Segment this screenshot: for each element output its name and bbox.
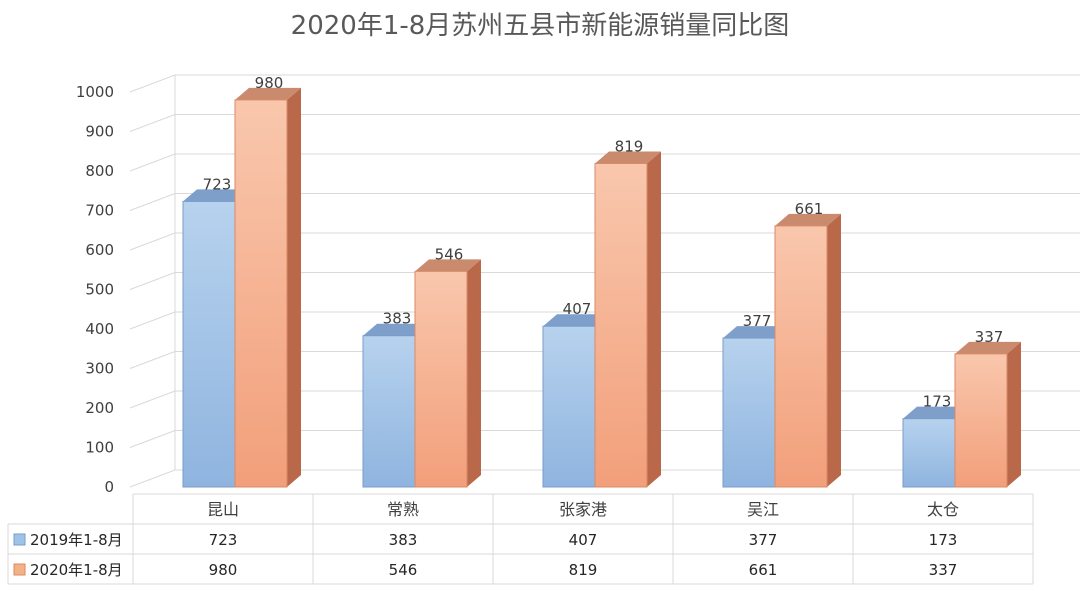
legend-series-name: 2019年1-8月	[30, 531, 123, 549]
y-axis-ticks: 0 100 200 300 400 500 600 700 800 900 1000	[76, 83, 114, 496]
bar-front	[902, 418, 956, 488]
x-category-label: 张家港	[559, 500, 607, 519]
bar-side	[647, 151, 661, 487]
bar-side	[287, 87, 301, 488]
table-cell: 337	[929, 561, 958, 579]
table-cell: 407	[569, 531, 598, 549]
bar-top	[363, 323, 429, 336]
bar-front	[182, 200, 236, 488]
table-cell: 723	[209, 531, 238, 549]
bar-side	[1007, 341, 1021, 487]
bar	[774, 213, 841, 488]
y-tick-label: 300	[85, 360, 114, 378]
bar	[954, 341, 1021, 488]
data-label: 980	[255, 74, 284, 92]
data-table: 昆山 常熟 张家港 吴江 太仓 2019年1-8月 723 383 407 377 173 2020年…	[7, 493, 1034, 585]
data-label: 383	[383, 310, 412, 328]
y-tick-label: 800	[85, 162, 114, 180]
bar-front	[594, 162, 648, 488]
table-cell: 173	[929, 531, 958, 549]
bar-top	[775, 213, 841, 226]
table-cell: 377	[749, 531, 778, 549]
chart-title: 2020年1-8月苏州五县市新能源销量同比图	[291, 11, 790, 41]
bar-top	[235, 87, 301, 100]
table-cell: 383	[389, 531, 418, 549]
y-tick-label: 500	[85, 281, 114, 299]
bar	[234, 87, 301, 488]
legend-series-name: 2020年1-8月	[30, 561, 123, 579]
bar-top	[183, 189, 249, 202]
x-category-label: 吴江	[747, 500, 779, 519]
data-label: 337	[975, 328, 1004, 346]
data-label: 173	[923, 393, 952, 411]
bar-top	[595, 151, 661, 164]
data-label: 546	[435, 245, 464, 263]
bar-top	[543, 314, 609, 327]
bar-front	[954, 353, 1008, 488]
bar-front	[414, 270, 468, 488]
table-cell: 546	[389, 561, 418, 579]
y-tick-label: 700	[85, 202, 114, 220]
bar-side	[827, 213, 841, 487]
y-tick-label: 600	[85, 241, 114, 259]
x-category-label: 太仓	[927, 500, 959, 519]
x-category-label: 昆山	[207, 500, 239, 519]
bar-front	[362, 335, 416, 488]
table-cell: 819	[569, 561, 598, 579]
y-tick-label: 200	[85, 399, 114, 417]
data-label: 819	[615, 137, 644, 155]
data-label: 723	[203, 175, 232, 193]
bars	[182, 87, 1021, 488]
bar-front	[774, 225, 828, 488]
bar-top	[903, 406, 969, 419]
grid	[129, 74, 1080, 488]
x-category-label: 常熟	[387, 500, 419, 519]
y-tick-label: 0	[104, 478, 114, 496]
y-tick-label: 1000	[76, 83, 114, 101]
y-tick-label: 900	[85, 123, 114, 141]
data-label: 377	[743, 312, 772, 330]
y-tick-label: 400	[85, 320, 114, 338]
bar-front	[542, 325, 596, 488]
data-label: 661	[795, 200, 824, 218]
bar-front	[234, 99, 288, 488]
bar	[414, 259, 481, 488]
y-tick-label: 100	[85, 439, 114, 457]
legend-key	[13, 563, 26, 576]
bar-top	[955, 341, 1021, 354]
bar-top	[415, 259, 481, 272]
table-cell: 980	[209, 561, 238, 579]
table-cell: 661	[749, 561, 778, 579]
data-label: 407	[563, 300, 592, 318]
data-labels: 723 980 383 546 407 819 377 661 173 337	[203, 74, 1004, 411]
bar	[594, 151, 661, 488]
legend-key	[13, 533, 26, 546]
bar-side	[467, 259, 481, 487]
bar-front	[722, 337, 776, 488]
bar-top	[723, 326, 789, 339]
